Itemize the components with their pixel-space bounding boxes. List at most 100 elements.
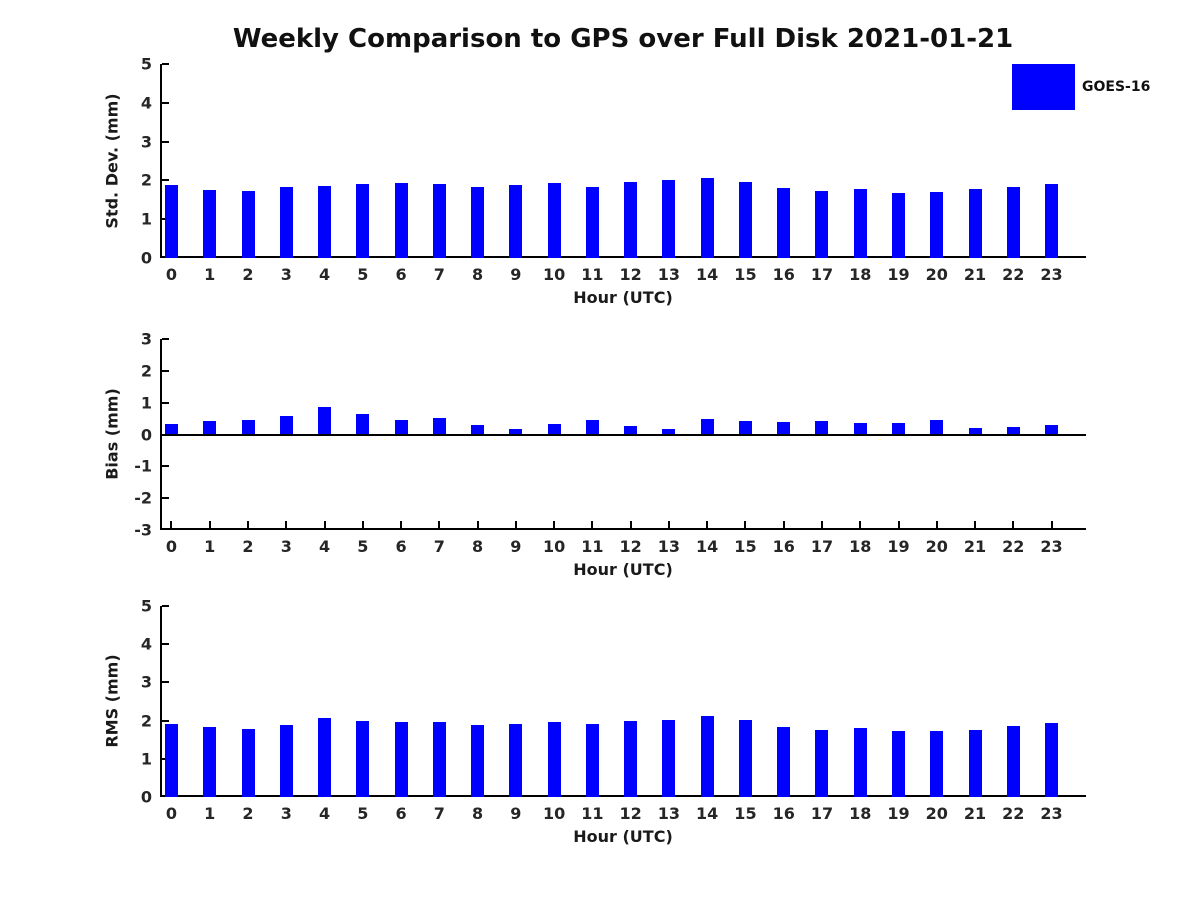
- x-tick-label: 5: [357, 537, 369, 556]
- x-tick-mark: [706, 521, 709, 528]
- y-tick-mark: [162, 140, 169, 143]
- bar-hour-7: [432, 721, 446, 797]
- bar-hour-4: [318, 718, 332, 797]
- x-tick-mark: [974, 521, 977, 528]
- legend-label: GOES-16: [1082, 79, 1151, 95]
- y-tick-mark: [162, 497, 169, 500]
- x-axis-label-rms: Hour (UTC): [573, 827, 673, 846]
- y-tick-label: -1: [134, 456, 152, 476]
- x-tick-label: 13: [657, 265, 681, 284]
- x-tick-label: 9: [510, 804, 522, 823]
- bar-hour-2: [241, 190, 255, 258]
- x-tick-label: 23: [1040, 537, 1063, 556]
- x-tick-label: 0: [165, 804, 178, 823]
- bar-hour-2: [241, 728, 255, 797]
- y-tick-label: 0: [140, 787, 152, 807]
- plot-area-stddev: 0 1 2 3 4 5 0 1 2 3 4 5 6 7 8 9 10 11 12 13 14 15 16 17 18 19 20 21…: [141, 55, 1086, 284]
- bar-hour-16: [777, 422, 791, 435]
- bar-hour-12: [624, 720, 638, 797]
- bar-hour-9: [509, 184, 523, 258]
- bar-hour-1: [203, 727, 217, 797]
- bar-hour-3: [279, 187, 293, 258]
- x-tick-mark: [1050, 521, 1053, 528]
- x-tick-mark: [859, 521, 862, 528]
- y-tick-label: -2: [134, 488, 152, 508]
- bar-hour-18: [853, 189, 867, 258]
- y-tick-label: 5: [140, 596, 152, 616]
- bar-hour-5: [356, 720, 370, 797]
- bar-hour-21: [968, 730, 982, 797]
- x-tick-label: 9: [510, 265, 522, 284]
- y-tick-label: 4: [140, 634, 152, 654]
- x-tick-mark: [744, 521, 747, 528]
- y-tick-mark: [162, 465, 169, 468]
- x-tick-label: 15: [734, 537, 757, 556]
- x-tick-label: 6: [395, 804, 407, 823]
- x-tick-label: 10: [542, 804, 566, 823]
- y-tick-label: 0: [140, 248, 152, 268]
- x-tick-label: 16: [772, 537, 795, 556]
- bar-hour-20: [930, 192, 944, 258]
- y-tick-label: -3: [134, 520, 152, 540]
- bar-hour-1: [203, 189, 217, 258]
- y-tick-mark: [162, 369, 169, 372]
- bar-hour-7: [432, 184, 446, 258]
- y-tick-label: 2: [140, 361, 152, 381]
- bar-hour-11: [585, 723, 599, 797]
- bar-hour-8: [471, 424, 485, 435]
- y-tick-label: 3: [140, 329, 152, 349]
- x-tick-label: 6: [395, 265, 407, 284]
- x-tick-label: 14: [696, 804, 719, 823]
- y-tick-label: 3: [140, 132, 152, 152]
- bar-hour-20: [930, 419, 944, 435]
- x-tick-label: 15: [734, 804, 757, 823]
- bar-hour-8: [471, 186, 485, 258]
- x-tick-label: 2: [242, 265, 254, 284]
- bar-hour-4: [318, 185, 332, 258]
- plot-area-rms: 0 1 2 3 4 5 0 1 2 3 4 5 6 7 8 9 10 11 12 13 14 15 16 17 18 19 20 21…: [141, 597, 1086, 823]
- bar-hour-7: [432, 417, 446, 435]
- x-tick-mark: [438, 521, 441, 528]
- bar-hour-22: [1006, 725, 1020, 797]
- x-tick-label: 5: [357, 265, 369, 284]
- x-tick-label: 21: [963, 265, 987, 284]
- zero-line: [160, 433, 1086, 436]
- axis-spine-bottom: [160, 256, 1086, 258]
- legend-swatch-goes16: [1012, 64, 1075, 110]
- x-tick-mark: [208, 521, 211, 528]
- y-tick-mark: [162, 643, 169, 646]
- x-tick-mark: [667, 521, 670, 528]
- x-tick-label: 1: [204, 537, 216, 556]
- y-tick-label: 5: [140, 54, 152, 74]
- y-tick-mark: [162, 401, 169, 404]
- x-tick-label: 20: [925, 265, 948, 284]
- x-tick-label: 14: [696, 537, 719, 556]
- y-tick-mark: [162, 719, 169, 722]
- x-tick-label: 10: [542, 537, 566, 556]
- bar-hour-23: [1045, 183, 1059, 258]
- bar-hour-6: [394, 721, 408, 797]
- bar-hour-14: [700, 178, 714, 258]
- x-tick-label: 12: [619, 804, 642, 823]
- y-tick-mark: [162, 605, 169, 607]
- axis-spine-left: [160, 64, 162, 258]
- x-tick-label: 2: [242, 537, 254, 556]
- x-tick-mark: [476, 521, 479, 528]
- bar-hour-10: [547, 182, 561, 258]
- bar-hour-5: [356, 413, 370, 435]
- x-tick-label: 11: [581, 265, 604, 284]
- x-tick-label: 18: [849, 804, 872, 823]
- x-tick-label: 7: [433, 804, 445, 823]
- axis-spine-bottom: [160, 528, 1086, 530]
- y-tick-label: 4: [140, 93, 152, 113]
- x-tick-label: 13: [657, 804, 681, 823]
- bar-hour-12: [624, 181, 638, 258]
- bar-hour-13: [662, 180, 676, 258]
- x-tick-label: 12: [619, 265, 642, 284]
- x-tick-label: 10: [542, 265, 566, 284]
- x-tick-label: 17: [810, 804, 834, 823]
- x-tick-mark: [285, 521, 288, 528]
- x-tick-label: 14: [696, 265, 719, 284]
- x-tick-mark: [553, 521, 556, 528]
- plot-area-bias: -3 -2 -1 0 1 2 3 0 1 2 3 4 5 6 7 8 9 10 11 12 13 14 15 16 17 18 19…: [134, 330, 1086, 556]
